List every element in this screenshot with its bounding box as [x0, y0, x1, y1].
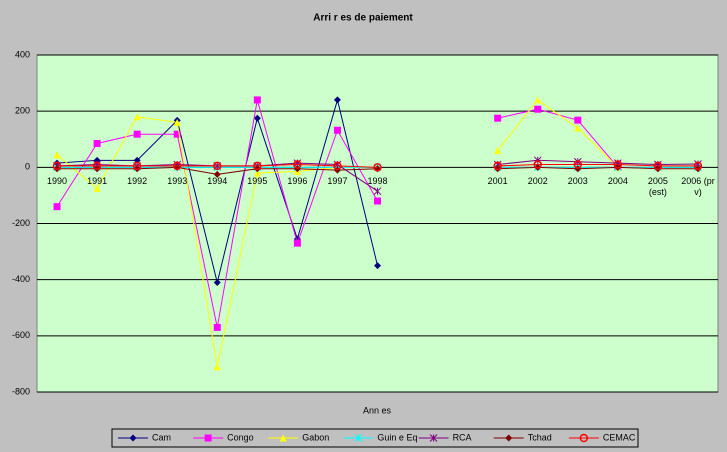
- legend-item: Cam: [118, 432, 171, 442]
- marker: [333, 96, 341, 104]
- marker: [493, 161, 502, 171]
- marker: [213, 161, 222, 171]
- marker: [132, 161, 142, 171]
- x-tick-label: 2002: [527, 176, 548, 187]
- marker: [373, 163, 382, 172]
- marker: [505, 434, 513, 442]
- legend-label: Congo: [227, 432, 254, 442]
- marker: [213, 170, 221, 178]
- series-line: [57, 164, 698, 168]
- marker: [279, 434, 287, 442]
- marker: [494, 114, 502, 122]
- marker: [253, 96, 261, 104]
- legend: [111, 428, 639, 448]
- y-tick-label: -600: [12, 330, 30, 340]
- legend-label: Cam: [152, 432, 171, 442]
- marker: [213, 363, 221, 371]
- marker: [253, 169, 261, 177]
- marker: [172, 161, 182, 171]
- marker: [173, 118, 181, 126]
- x-tick-label: 1991: [87, 176, 108, 187]
- x-tick-label: 1997: [327, 176, 348, 187]
- marker: [93, 184, 101, 192]
- y-tick-label: 200: [15, 106, 30, 116]
- marker: [129, 434, 137, 442]
- x-tick-label: 1990: [47, 176, 68, 187]
- marker: [293, 239, 301, 247]
- marker: [204, 434, 212, 442]
- x-tick-label: 1995: [247, 176, 268, 187]
- x-tick-label: 1992: [127, 176, 148, 187]
- legend-label: Tchad: [528, 432, 552, 442]
- y-tick-label: 0: [25, 162, 30, 172]
- marker: [133, 130, 141, 138]
- marker: [333, 126, 341, 134]
- legend-label: Guin e Eq: [377, 432, 417, 442]
- marker: [653, 161, 663, 171]
- marker: [574, 116, 582, 124]
- x-tick-label: 2005 (est): [647, 176, 668, 198]
- legend-item: Tchad: [493, 432, 552, 442]
- marker: [53, 151, 61, 159]
- chart-title: Arri r es de paiement: [313, 13, 413, 24]
- marker: [293, 160, 302, 169]
- legend-item: Congo: [193, 432, 254, 442]
- x-tick-label: 1993: [167, 176, 188, 187]
- marker: [213, 278, 221, 286]
- x-tick-label: 1998: [367, 176, 388, 187]
- x-tick-label: 2003: [567, 176, 588, 187]
- y-tick-label: 400: [15, 49, 30, 59]
- legend-item: CEMAC: [568, 432, 636, 443]
- marker: [533, 160, 542, 169]
- marker: [213, 323, 221, 331]
- marker: [133, 113, 141, 121]
- marker: [374, 262, 381, 270]
- marker: [333, 161, 342, 171]
- marker: [93, 139, 101, 147]
- x-tick-label: 1996: [287, 176, 308, 187]
- marker: [253, 114, 261, 122]
- marker: [52, 161, 62, 171]
- marker: [354, 434, 363, 442]
- legend-label: Gabon: [302, 432, 329, 442]
- x-tick-label: 2001: [487, 176, 508, 187]
- marker: [534, 105, 542, 113]
- legend-label: CEMAC: [603, 432, 636, 442]
- marker: [693, 161, 703, 171]
- marker: [534, 96, 542, 104]
- marker: [92, 161, 102, 171]
- marker: [373, 187, 382, 196]
- marker: [374, 197, 381, 205]
- marker: [429, 434, 438, 442]
- marker: [173, 130, 181, 138]
- y-tick-label: -400: [12, 274, 30, 284]
- marker: [494, 146, 502, 154]
- marker: [574, 124, 582, 132]
- legend-label: RCA: [453, 432, 472, 442]
- x-tick-label: 1994: [207, 176, 228, 187]
- legend-item: Guin e Eq: [343, 432, 417, 442]
- x-tick-label: 2006 (pr v): [681, 176, 715, 198]
- marker: [53, 203, 61, 211]
- x-axis-label: Ann es: [363, 405, 392, 415]
- y-tick-label: -200: [12, 218, 30, 228]
- marker: [579, 433, 589, 443]
- legend-item: RCA: [418, 432, 472, 442]
- marker: [613, 160, 623, 169]
- marker: [253, 161, 262, 171]
- legend-item: Gabon: [268, 432, 329, 442]
- x-tick-label: 2004: [607, 176, 628, 187]
- y-tick-label: -800: [12, 386, 30, 396]
- marker: [573, 160, 583, 169]
